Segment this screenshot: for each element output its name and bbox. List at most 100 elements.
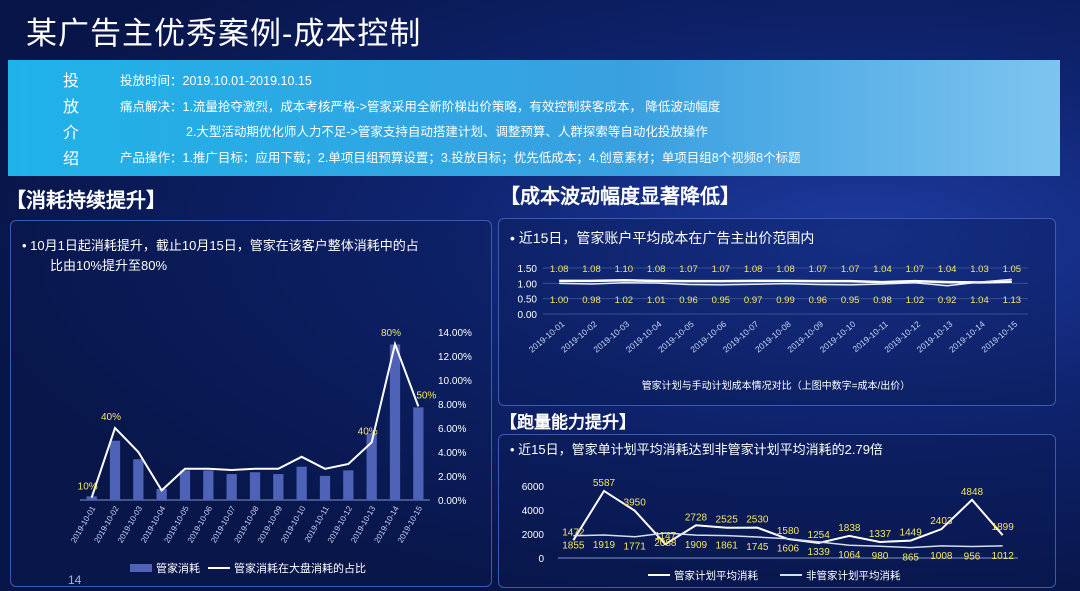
cost-label: 1.04 <box>938 264 957 275</box>
cost-line <box>559 279 1012 284</box>
banner-label-char: 绍 <box>63 151 80 168</box>
volume-label: 1861 <box>716 541 739 552</box>
cost-label: 0.98 <box>873 295 892 306</box>
y2-tick-label: 10.00% <box>438 376 472 387</box>
cost-label: 1.08 <box>647 264 666 275</box>
legend-b-label: 非管家计划平均消耗 <box>806 569 901 582</box>
volume-label: 1745 <box>746 542 769 553</box>
banner-label-char: 介 <box>63 125 80 142</box>
consumption-bar <box>273 474 284 500</box>
cost-label: 1.04 <box>970 295 989 306</box>
y2-tick-label: 12.00% <box>438 352 472 363</box>
volume-label: 1337 <box>869 529 892 540</box>
volume-chart: 0 2000 4000 6000 1472 5587 3950 1147 2728 2525 253… <box>522 478 1018 582</box>
cost-caption: 管家计划与手动计划成本情况对比（上图中数字=成本/出价） <box>642 379 911 392</box>
cost-label: 1.03 <box>970 264 989 275</box>
share-annotation: 10% <box>78 482 98 493</box>
volume-label: 1254 <box>808 530 831 541</box>
volume-label: 1008 <box>930 551 953 562</box>
banner-label-char: 投 <box>63 73 80 90</box>
cost-label: 0.98 <box>582 295 601 306</box>
cost-label: 1.07 <box>841 264 860 275</box>
volume-label: 1147 <box>655 531 677 542</box>
y2-tick-label: 14.00% <box>438 328 472 339</box>
legend-a-label: 管家计划平均消耗 <box>674 569 758 582</box>
y2-tick-label: 2.00% <box>438 472 466 483</box>
volume-label: 1449 <box>900 528 923 539</box>
consumption-bar <box>109 440 121 500</box>
cost-label: 1.05 <box>1003 264 1022 275</box>
cost-label: 1.08 <box>744 264 763 275</box>
page-number: 14 <box>68 573 82 587</box>
volume-label: 865 <box>902 553 919 564</box>
volume-label: 1064 <box>838 550 861 561</box>
volume-label: 1838 <box>838 523 861 534</box>
cost-label: 1.08 <box>582 264 601 275</box>
cost-chart: 0.00 0.50 1.00 1.50 1.08 1.08 1.10 1.08 1.07 1.07… <box>518 264 1028 392</box>
consumption-bar <box>413 407 424 500</box>
y-tick-label: 1.00 <box>518 279 538 290</box>
volume-label: 5587 <box>593 478 616 489</box>
volume-label: 1606 <box>777 544 800 555</box>
y-tick-label: 1.50 <box>518 264 538 275</box>
volume-label: 1012 <box>992 551 1015 562</box>
legend-bar-swatch <box>130 564 152 572</box>
volume-label: 1919 <box>593 540 616 551</box>
consumption-bar <box>319 475 331 500</box>
cost-label: 0.96 <box>809 295 828 306</box>
y-tick-label: 0.00 <box>518 310 538 321</box>
cost-label: 1.07 <box>906 264 925 275</box>
consumption-bar <box>203 470 214 500</box>
y2-tick-label: 4.00% <box>438 448 466 459</box>
y-tick-label: 4000 <box>522 506 545 517</box>
volume-label: 2403 <box>930 516 953 527</box>
y-tick-label: 0.50 <box>518 295 538 306</box>
section-title-volume: 【跑量能力提升】 <box>500 413 636 432</box>
consumption-bar <box>389 344 401 500</box>
cost-label: 0.92 <box>938 295 957 306</box>
volume-label: 956 <box>964 552 981 563</box>
y-tick-label: 0 <box>538 554 544 565</box>
consumption-bar <box>296 466 307 500</box>
volume-label: 1899 <box>992 522 1015 533</box>
volume-label: 1339 <box>808 547 831 558</box>
cost-label: 0.99 <box>776 295 795 306</box>
cost-label: 0.95 <box>712 295 731 306</box>
cost-label: 1.07 <box>809 264 828 275</box>
cost-label: 1.01 <box>647 295 666 306</box>
consumption-note-2: 比由10%提升至80% <box>50 258 168 273</box>
share-annotation: 40% <box>101 412 121 423</box>
cost-panel <box>498 218 1056 406</box>
volume-label: 1855 <box>562 541 585 552</box>
share-annotation: 50% <box>416 390 436 401</box>
volume-label: 2530 <box>746 515 769 526</box>
cost-label: 1.08 <box>550 264 569 275</box>
cost-note: • 近15日，管家账户平均成本在广告主出价范围内 <box>510 230 815 246</box>
banner-line-time: 投放时间：2019.10.01-2019.10.15 <box>120 74 312 88</box>
consumption-bar <box>86 496 97 500</box>
volume-note: • 近15日，管家单计划平均消耗达到非管家计划平均消耗的2.79倍 <box>510 442 883 457</box>
volume-label: 1909 <box>685 540 708 551</box>
volume-label: 3950 <box>624 498 647 509</box>
cost-label: 1.08 <box>776 264 795 275</box>
page-title: 某广告主优秀案例-成本控制 <box>26 16 422 51</box>
cost-label: 1.00 <box>550 295 569 306</box>
cost-label: 1.02 <box>906 295 925 306</box>
section-title-cost: 【成本波动幅度显著降低】 <box>500 186 740 208</box>
y2-tick-label: 8.00% <box>438 400 466 411</box>
cost-label: 1.07 <box>679 264 698 275</box>
consumption-panel <box>10 220 492 587</box>
cost-label: 1.04 <box>873 264 892 275</box>
y2-tick-label: 6.00% <box>438 424 466 435</box>
section-title-consumption: 【消耗持续提升】 <box>6 190 166 212</box>
cost-label: 1.13 <box>1003 295 1022 306</box>
share-annotation: 80% <box>381 328 401 339</box>
consumption-bar <box>343 470 354 500</box>
legend-line-label: 管家消耗在大盘消耗的占比 <box>234 561 366 575</box>
banner-label-char: 放 <box>63 99 80 116</box>
volume-label: 2525 <box>716 515 739 526</box>
banner-line-product: 产品操作：1.推广目标：应用下载；2.单项目组预算设置；3.投放目标；优先低成本… <box>120 151 801 165</box>
consumption-bar <box>156 488 167 500</box>
cost-label: 0.97 <box>744 295 763 306</box>
consumption-bar <box>226 474 237 500</box>
